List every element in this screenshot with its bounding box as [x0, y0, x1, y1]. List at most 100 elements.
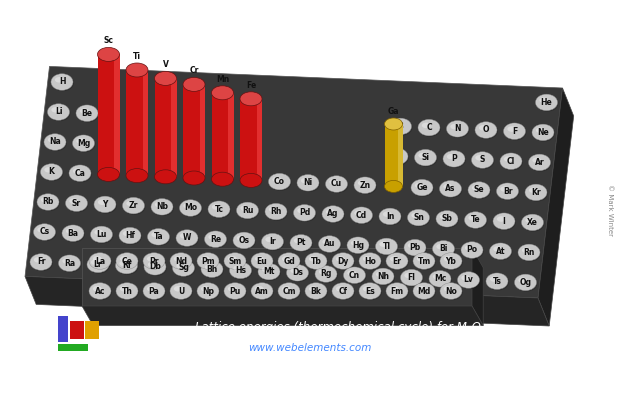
- Ellipse shape: [259, 264, 281, 281]
- Ellipse shape: [390, 152, 399, 157]
- Ellipse shape: [173, 260, 195, 276]
- Text: Lr: Lr: [93, 260, 102, 269]
- Text: K: K: [49, 168, 54, 176]
- Ellipse shape: [351, 240, 360, 246]
- Bar: [126, 70, 148, 176]
- Ellipse shape: [269, 207, 278, 212]
- Ellipse shape: [526, 185, 548, 202]
- Ellipse shape: [225, 254, 247, 270]
- Text: Sg: Sg: [178, 264, 189, 272]
- Ellipse shape: [440, 253, 462, 269]
- Text: Re: Re: [210, 235, 221, 244]
- Text: Cm: Cm: [282, 286, 296, 296]
- Text: Ta: Ta: [154, 232, 163, 241]
- Text: Bi: Bi: [439, 244, 448, 253]
- Ellipse shape: [401, 270, 424, 287]
- Ellipse shape: [171, 284, 193, 300]
- Ellipse shape: [326, 176, 348, 192]
- Ellipse shape: [269, 174, 291, 191]
- Ellipse shape: [269, 173, 291, 190]
- Ellipse shape: [465, 245, 474, 250]
- Ellipse shape: [462, 243, 484, 259]
- Ellipse shape: [472, 185, 481, 190]
- Ellipse shape: [287, 266, 310, 282]
- Ellipse shape: [348, 238, 370, 254]
- Ellipse shape: [380, 209, 402, 226]
- Ellipse shape: [154, 72, 177, 86]
- Ellipse shape: [87, 256, 109, 273]
- Polygon shape: [114, 54, 120, 174]
- Ellipse shape: [234, 233, 256, 250]
- Text: Zr: Zr: [129, 201, 138, 210]
- Polygon shape: [200, 84, 205, 178]
- Text: Cf: Cf: [339, 286, 348, 296]
- Polygon shape: [398, 124, 403, 186]
- Ellipse shape: [504, 123, 525, 140]
- Ellipse shape: [88, 257, 110, 274]
- Ellipse shape: [336, 286, 345, 292]
- Ellipse shape: [333, 254, 355, 270]
- Polygon shape: [154, 78, 157, 177]
- Ellipse shape: [90, 226, 113, 243]
- Ellipse shape: [90, 284, 112, 300]
- Ellipse shape: [360, 284, 382, 300]
- Ellipse shape: [183, 171, 205, 185]
- Text: Nh: Nh: [377, 272, 389, 281]
- Text: Sn: Sn: [413, 213, 424, 222]
- Ellipse shape: [376, 239, 399, 256]
- Text: Rg: Rg: [320, 270, 332, 278]
- Ellipse shape: [413, 253, 435, 269]
- Ellipse shape: [265, 203, 287, 220]
- Text: Nd: Nd: [175, 256, 187, 266]
- Ellipse shape: [40, 164, 63, 180]
- Text: Pm: Pm: [201, 256, 215, 266]
- Text: No: No: [445, 286, 457, 296]
- Text: Zn: Zn: [360, 181, 371, 190]
- Ellipse shape: [80, 108, 89, 114]
- Bar: [385, 124, 403, 186]
- Text: Ts: Ts: [493, 277, 501, 286]
- Ellipse shape: [147, 256, 156, 262]
- Text: Na: Na: [49, 138, 61, 146]
- Ellipse shape: [440, 214, 449, 219]
- Ellipse shape: [415, 150, 438, 167]
- Text: Hs: Hs: [235, 266, 246, 275]
- Text: Ir: Ir: [269, 237, 276, 246]
- Text: Mt: Mt: [263, 267, 275, 276]
- Ellipse shape: [419, 120, 441, 137]
- Ellipse shape: [180, 201, 202, 217]
- Bar: [183, 84, 205, 178]
- Ellipse shape: [60, 256, 81, 272]
- Ellipse shape: [237, 236, 246, 241]
- Ellipse shape: [376, 272, 385, 277]
- Ellipse shape: [444, 152, 466, 168]
- Bar: [58, 316, 68, 342]
- Ellipse shape: [98, 200, 107, 205]
- Ellipse shape: [183, 77, 205, 91]
- Ellipse shape: [414, 284, 436, 300]
- Text: Fl: Fl: [408, 273, 415, 282]
- Ellipse shape: [461, 275, 470, 280]
- Ellipse shape: [209, 202, 231, 218]
- Ellipse shape: [224, 283, 246, 299]
- Polygon shape: [82, 248, 472, 306]
- Ellipse shape: [319, 269, 328, 274]
- Ellipse shape: [198, 284, 220, 300]
- Ellipse shape: [144, 254, 166, 270]
- Text: Te: Te: [470, 216, 480, 224]
- Ellipse shape: [117, 254, 139, 270]
- Ellipse shape: [262, 234, 285, 251]
- Ellipse shape: [67, 196, 88, 212]
- Ellipse shape: [417, 286, 426, 292]
- Text: Cd: Cd: [356, 211, 367, 220]
- Ellipse shape: [120, 256, 129, 262]
- Ellipse shape: [433, 242, 456, 258]
- Ellipse shape: [315, 266, 337, 282]
- Ellipse shape: [333, 284, 355, 300]
- Text: V: V: [163, 60, 168, 70]
- Ellipse shape: [332, 283, 354, 299]
- Text: Pa: Pa: [148, 286, 159, 296]
- Ellipse shape: [533, 125, 555, 142]
- Text: Am: Am: [255, 286, 269, 296]
- Ellipse shape: [468, 182, 490, 198]
